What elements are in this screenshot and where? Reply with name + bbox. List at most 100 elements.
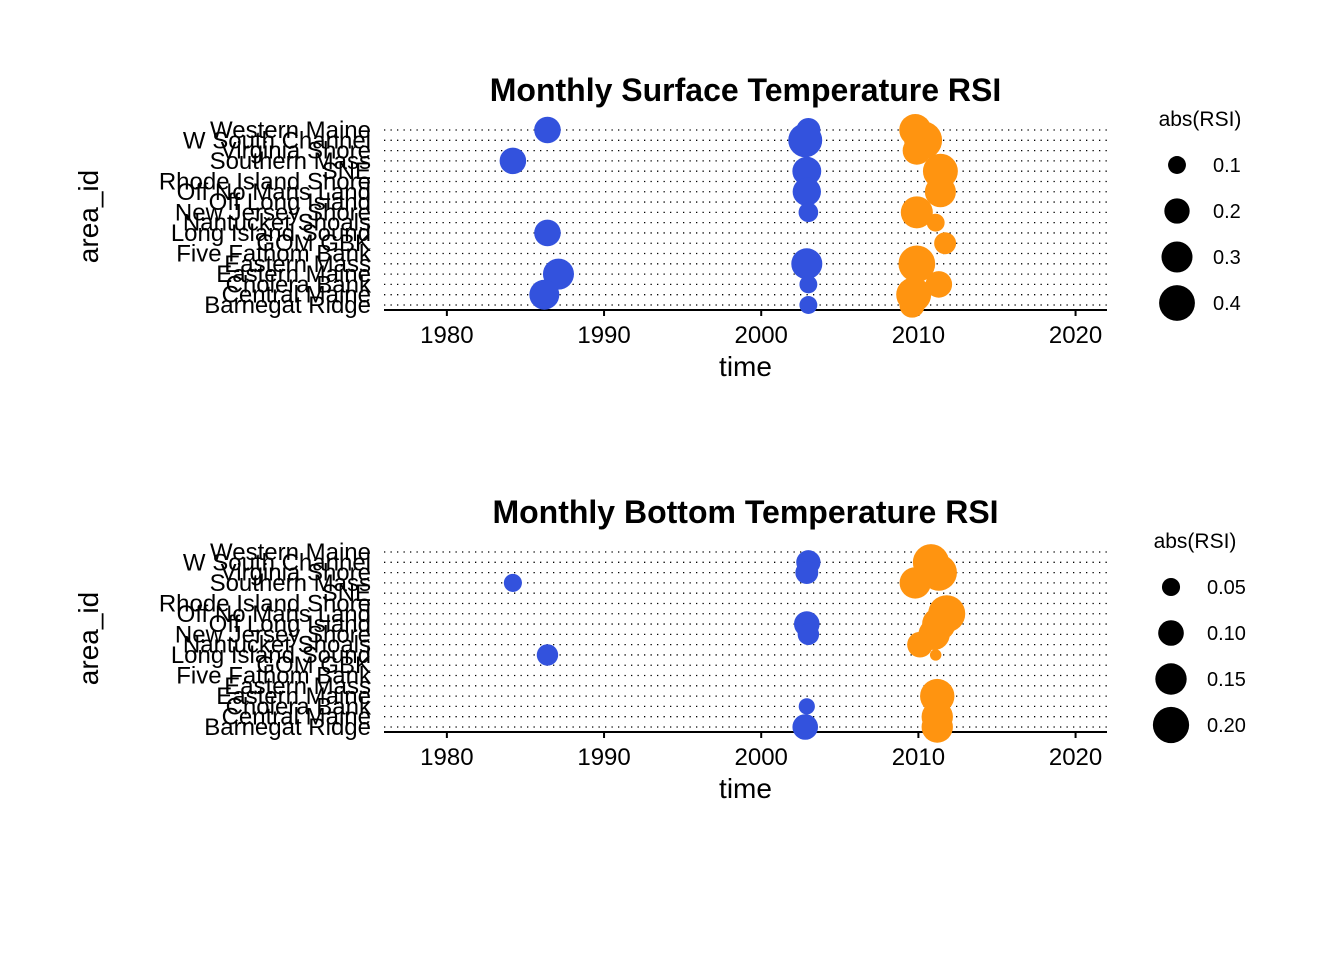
legend-key: [1161, 241, 1193, 273]
x-tick-label: 2010: [892, 322, 945, 349]
x-tick-label: 1990: [577, 322, 630, 349]
legend-label: 0.15: [1207, 669, 1246, 691]
legend-title: abs(RSI): [1154, 530, 1237, 553]
x-tick-label: 2010: [892, 744, 945, 771]
legend-key: [1159, 285, 1195, 321]
data-point-positive: [921, 711, 953, 743]
y-tick-label: Barnegat Ridge: [204, 714, 371, 741]
x-tick-label: 1980: [420, 744, 473, 771]
x-tick-label: 2020: [1049, 744, 1102, 771]
data-point-negative: [792, 156, 822, 186]
chart-title: Monthly Surface Temperature RSI: [490, 72, 1002, 108]
y-tick-label: Western Maine: [210, 539, 371, 566]
data-point-positive: [898, 245, 936, 283]
legend-label: 0.4: [1213, 293, 1241, 315]
panel-bottom: Monthly Bottom Temperature RSI Barnegat R…: [73, 494, 1246, 804]
legend-label: 0.20: [1207, 715, 1246, 737]
x-axis-title: time: [719, 773, 772, 804]
y-tick-label: New Jersey Shore: [175, 621, 371, 648]
size-legend: abs(RSI) 0.05 0.10 0.15 0.20: [1152, 530, 1246, 744]
data-point-negative: [529, 279, 560, 310]
chart-title: Monthly Bottom Temperature RSI: [492, 494, 998, 530]
y-tick-label: Off Long Island: [209, 611, 371, 638]
data-point-negative: [795, 561, 819, 585]
y-tick-label: Long Island Sound: [171, 220, 371, 247]
data-point-positive: [924, 176, 956, 208]
data-point-positive: [900, 196, 933, 229]
data-point-positive: [899, 567, 931, 599]
x-axis-title: time: [719, 351, 772, 382]
x-tick-label: 1980: [420, 322, 473, 349]
y-tick-label: Off No Mans Land: [177, 601, 371, 628]
y-tick-label: GOM GBK: [256, 230, 371, 257]
data-point-negative: [799, 296, 818, 314]
y-tick-label: Rhode Island Shore: [159, 168, 371, 195]
data-point-positive: [902, 136, 931, 165]
data-point-negative: [792, 714, 819, 740]
data-point-positive: [926, 213, 945, 232]
legend-key: [1168, 156, 1186, 174]
legend-label: 0.1: [1213, 155, 1241, 177]
data-point-negative: [797, 623, 820, 646]
x-tick-label: 2000: [735, 322, 788, 349]
y-tick-label: Virginia Shore: [221, 560, 371, 587]
data-point-negative: [534, 116, 561, 144]
y-tick-label: Eastern Maine: [216, 683, 371, 710]
y-axis-title: area_id: [73, 592, 104, 685]
data-point-negative: [791, 248, 823, 280]
y-tick-label: Southern Mass: [210, 570, 371, 597]
data-point-negative: [534, 219, 561, 247]
y-tick-label: GOM GBK: [256, 652, 371, 679]
data-point-negative: [799, 275, 818, 294]
y-tick-label: Eastern Maine: [216, 261, 371, 288]
y-axis-title: area_id: [73, 170, 104, 263]
y-tick-label: Five Fathom Bank: [176, 241, 372, 268]
y-tick-label: New Jersey Shore: [175, 199, 371, 226]
legend-key: [1152, 706, 1190, 744]
data-point-positive: [925, 271, 953, 298]
y-tick-label: SNE: [322, 158, 371, 185]
y-tick-label: Central Maine: [222, 704, 371, 731]
data-point-positive: [899, 292, 925, 318]
y-tick-label: Cholera Bank: [226, 271, 372, 298]
y-tick-label: Eastern Mass: [224, 673, 371, 700]
legend-key: [1164, 198, 1190, 224]
data-point-negative: [536, 644, 559, 666]
data-point-negative: [788, 123, 823, 158]
legend-key: [1155, 663, 1187, 695]
legend-key: [1161, 577, 1181, 597]
data-point-negative: [503, 573, 522, 592]
y-tick-label: Southern Mass: [210, 148, 371, 175]
y-tick-label: SNE: [322, 580, 371, 607]
y-tick-label: Western Maine: [210, 117, 371, 144]
legend-title: abs(RSI): [1159, 108, 1242, 131]
x-tick-label: 2000: [735, 744, 788, 771]
legend-label: 0.05: [1207, 577, 1246, 599]
data-point-positive: [934, 232, 957, 255]
y-tick-label: W South Channel: [183, 549, 371, 576]
data-point-positive: [907, 631, 933, 658]
legend-label: 0.2: [1213, 201, 1241, 223]
size-legend: abs(RSI) 0.1 0.2 0.3 0.4: [1159, 108, 1242, 321]
data-point-negative: [798, 698, 815, 715]
x-tick-label: 1990: [577, 744, 630, 771]
y-tick-label: Off No Mans Land: [177, 179, 371, 206]
legend-label: 0.10: [1207, 623, 1246, 645]
data-point-positive: [929, 649, 942, 661]
panel-surface: Monthly Surface Temperature RSI Barnegat …: [73, 72, 1241, 382]
legend-key: [1158, 620, 1184, 646]
data-point-negative: [798, 202, 819, 223]
y-tick-label: W South Channel: [183, 127, 371, 154]
y-tick-label: Long Island Sound: [171, 642, 371, 669]
y-tick-label: Nantucket Shoals: [183, 632, 371, 659]
y-tick-label: Virginia Shore: [221, 138, 371, 165]
y-tick-label: Barnegat Ridge: [204, 292, 371, 319]
y-tick-label: Off Long Island: [209, 189, 371, 216]
y-tick-label: Nantucket Shoals: [183, 210, 371, 237]
x-tick-label: 2020: [1049, 322, 1102, 349]
y-tick-label: Rhode Island Shore: [159, 590, 371, 617]
y-tick-label: Five Fathom Bank: [176, 663, 372, 690]
data-point-negative: [792, 177, 821, 206]
data-point-negative: [499, 147, 527, 175]
